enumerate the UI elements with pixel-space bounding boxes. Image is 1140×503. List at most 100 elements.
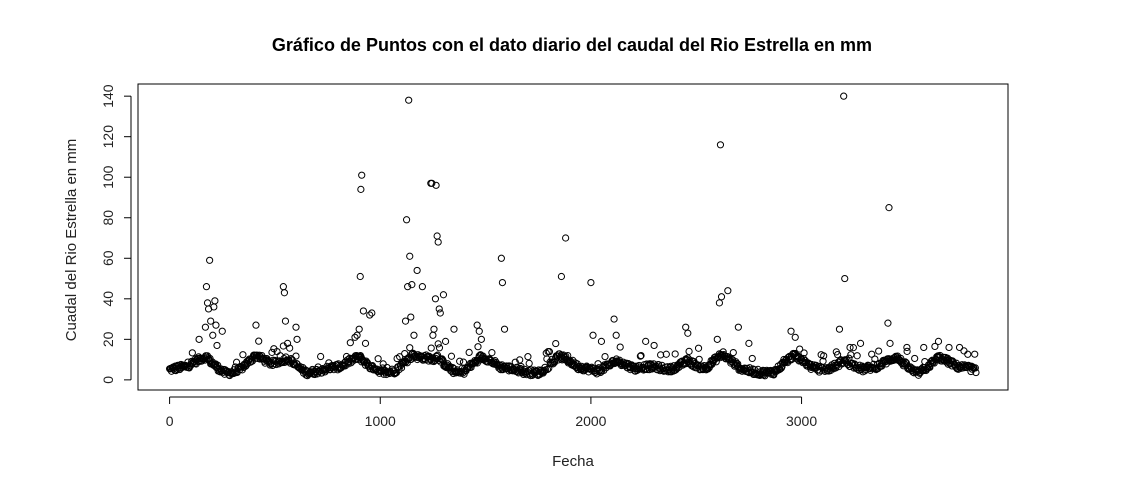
x-axis-label: Fecha	[552, 453, 594, 470]
data-point	[379, 360, 387, 368]
data-point	[239, 351, 247, 359]
data-point	[213, 341, 221, 350]
y-tick-label: 40	[100, 291, 116, 307]
data-point	[439, 291, 448, 299]
data-point	[433, 232, 441, 240]
data-point	[433, 351, 442, 359]
data-point	[407, 313, 415, 321]
data-point	[346, 339, 354, 347]
data-point	[920, 343, 928, 352]
data-point	[212, 360, 220, 368]
data-point	[650, 341, 658, 350]
data-point	[252, 321, 260, 329]
data-point	[587, 278, 595, 287]
data-point	[843, 356, 851, 364]
data-point	[353, 331, 361, 339]
y-tick-label: 140	[100, 84, 116, 108]
data-point	[820, 352, 828, 360]
data-point	[524, 353, 532, 361]
data-point	[210, 303, 218, 311]
data-point	[195, 335, 203, 343]
data-point	[694, 344, 703, 352]
data-point	[851, 360, 859, 368]
data-point	[432, 181, 440, 189]
data-point	[734, 323, 742, 331]
data-point	[833, 351, 842, 359]
data-point	[945, 343, 953, 352]
data-point	[405, 96, 413, 104]
data-point	[292, 323, 300, 331]
data-point	[716, 141, 725, 149]
data-point	[465, 348, 473, 357]
data-point	[475, 327, 483, 335]
y-tick-label: 60	[100, 250, 116, 266]
data-point	[206, 256, 214, 264]
data-point	[616, 343, 624, 351]
data-point	[884, 319, 892, 327]
data-point	[610, 315, 618, 323]
x-tick-label: 3000	[786, 413, 817, 429]
data-point	[434, 238, 442, 246]
data-point	[404, 283, 412, 291]
data-point	[931, 342, 939, 351]
data-point	[971, 350, 979, 358]
data-point	[207, 317, 215, 325]
data-point	[429, 331, 437, 339]
data-point	[715, 299, 724, 307]
data-point	[577, 365, 585, 374]
data-point	[875, 347, 883, 355]
data-point	[497, 254, 505, 262]
data-point	[955, 343, 964, 352]
data-point	[436, 309, 444, 317]
data-point	[406, 344, 414, 352]
data-point	[516, 356, 524, 364]
data-point	[543, 365, 552, 374]
data-point	[695, 355, 703, 363]
data-point	[662, 350, 670, 358]
data-point	[552, 339, 560, 348]
data-point	[972, 368, 980, 377]
data-point	[589, 331, 597, 339]
data-point	[612, 331, 620, 339]
data-point	[569, 356, 577, 364]
data-point	[285, 356, 293, 364]
data-point	[685, 347, 693, 355]
data-point	[428, 179, 436, 187]
data-point	[934, 337, 943, 345]
data-point	[835, 325, 844, 333]
data-point	[396, 353, 404, 361]
data-point	[456, 357, 464, 365]
data-point	[911, 354, 919, 363]
data-point	[368, 309, 376, 317]
data-point	[636, 352, 645, 360]
data-point	[359, 307, 367, 315]
data-point	[819, 357, 827, 365]
data-point	[357, 185, 365, 193]
plot-frame	[137, 83, 1009, 391]
data-point	[361, 339, 370, 347]
data-point	[545, 348, 554, 356]
data-point	[885, 204, 893, 212]
data-point	[201, 323, 210, 331]
x-tick-label: 2000	[575, 413, 606, 429]
data-point	[745, 339, 753, 347]
x-tick-label: 1000	[365, 413, 396, 429]
data-point	[218, 327, 226, 335]
data-point	[188, 349, 196, 357]
data-point	[511, 358, 519, 366]
data-point	[280, 289, 289, 297]
data-point	[459, 358, 468, 366]
data-point	[637, 351, 645, 360]
y-axis: 0 20 40 60 80 100 120 140	[100, 84, 132, 384]
data-point	[306, 369, 315, 377]
data-point	[960, 347, 968, 355]
data-point	[434, 340, 442, 348]
data-point	[283, 339, 292, 347]
data-point	[601, 352, 609, 361]
data-point	[564, 351, 572, 360]
data-point	[286, 344, 294, 352]
data-point	[853, 352, 861, 360]
data-point	[317, 352, 325, 361]
data-point	[787, 327, 795, 335]
